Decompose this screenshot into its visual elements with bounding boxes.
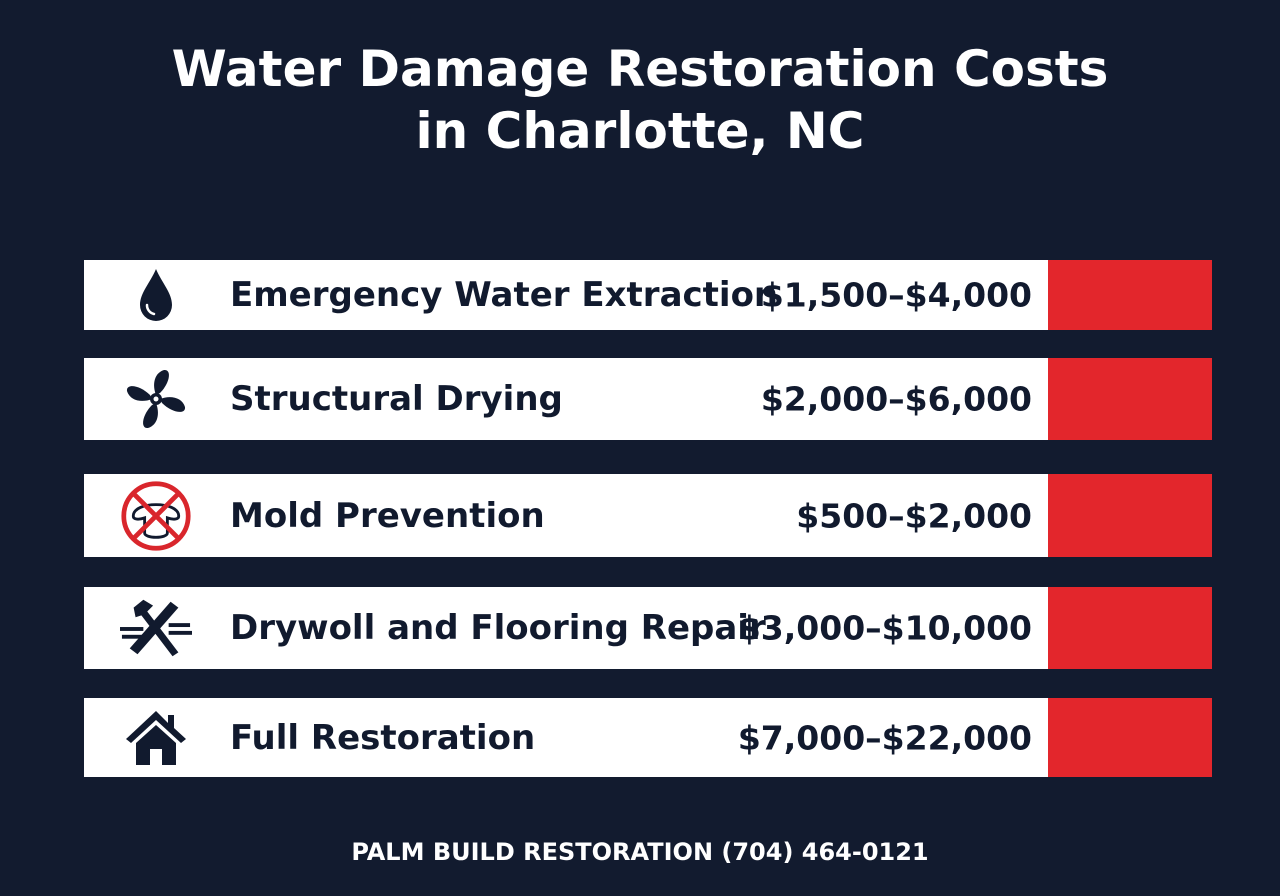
- row-label: Full Restoration: [230, 717, 536, 758]
- house-icon: [120, 702, 192, 774]
- cost-row: Full Restoration $7,000–$22,000: [84, 698, 1212, 777]
- accent-bar: [1048, 474, 1212, 557]
- row-label: Emergency Water Extraction: [230, 275, 779, 315]
- hammer-tools-icon: [120, 592, 192, 664]
- row-price: $7,000–$22,000: [737, 718, 1032, 757]
- cost-row: Mold Prevention $500–$2,000: [84, 474, 1212, 557]
- accent-bar: [1048, 260, 1212, 330]
- accent-bar: [1048, 698, 1212, 777]
- page-title: Water Damage Restoration Costs in Charlo…: [0, 38, 1280, 162]
- row-price: $500–$2,000: [796, 496, 1032, 535]
- row-label: Mold Prevention: [230, 495, 545, 536]
- water-drop-icon: [120, 259, 192, 331]
- cost-row: Drywoll and Flooring Repair $3,000–$10,0…: [84, 587, 1212, 669]
- footer-contact: PALM BUILD RESTORATION (704) 464-0121: [351, 838, 929, 866]
- row-price: $1,500–$4,000: [760, 275, 1032, 315]
- accent-bar: [1048, 358, 1212, 440]
- cost-row: Structural Drying $2,000–$6,000: [84, 358, 1212, 440]
- title-line-1: Water Damage Restoration Costs: [171, 40, 1109, 98]
- row-label: Drywoll and Flooring Repair: [230, 608, 766, 648]
- row-price: $3,000–$10,000: [737, 608, 1032, 648]
- row-price: $2,000–$6,000: [760, 379, 1032, 419]
- no-mold-icon: [120, 480, 192, 552]
- title-line-2: in Charlotte, NC: [415, 102, 865, 160]
- fan-icon: [120, 363, 192, 435]
- accent-bar: [1048, 587, 1212, 669]
- row-label: Structural Drying: [230, 379, 563, 419]
- cost-row: Emergency Water Extraction $1,500–$4,000: [84, 260, 1212, 330]
